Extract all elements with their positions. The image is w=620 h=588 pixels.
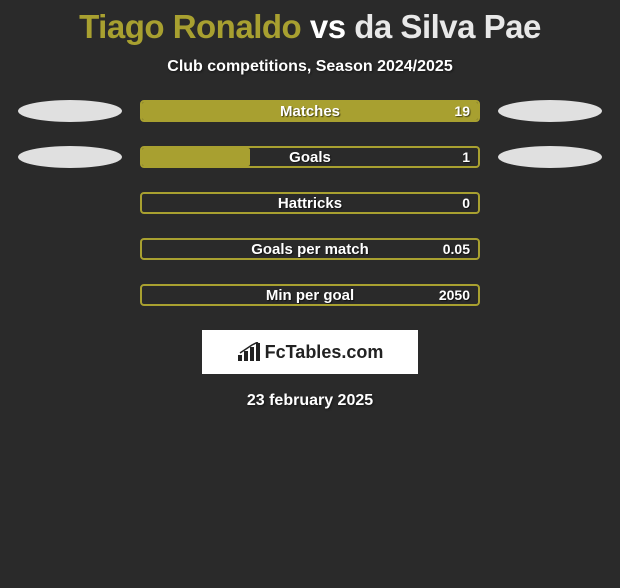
left-ellipse: [18, 100, 122, 122]
right-ellipse: [498, 100, 602, 122]
stat-label: Min per goal: [142, 286, 478, 304]
left-ellipse: [18, 146, 122, 168]
stat-row: Matches19: [0, 100, 620, 122]
page-title: Tiago Ronaldo vs da Silva Pae: [0, 8, 620, 46]
stat-bar: Hattricks0: [140, 192, 480, 214]
stat-row: Hattricks0: [0, 192, 620, 214]
subtitle: Club competitions, Season 2024/2025: [0, 58, 620, 76]
date-text: 23 february 2025: [0, 392, 620, 410]
stat-value: 2050: [439, 286, 470, 304]
stat-label: Hattricks: [142, 194, 478, 212]
stat-label: Goals per match: [142, 240, 478, 258]
stat-value: 1: [462, 148, 470, 166]
title-connector: vs: [310, 8, 346, 45]
right-ellipse: [498, 146, 602, 168]
bar-chart-icon: [237, 342, 261, 362]
brand-text: FcTables.com: [265, 342, 384, 363]
stat-bar: Min per goal2050: [140, 284, 480, 306]
stat-value: 19: [454, 102, 470, 120]
stat-bar: Goals1: [140, 146, 480, 168]
stat-bar: Matches19: [140, 100, 480, 122]
title-player2: da Silva Pae: [354, 8, 541, 45]
stat-row: Goals per match0.05: [0, 238, 620, 260]
stat-value: 0: [462, 194, 470, 212]
stat-label: Goals: [142, 148, 478, 166]
stat-value: 0.05: [443, 240, 470, 258]
title-player1: Tiago Ronaldo: [79, 8, 301, 45]
stat-label: Matches: [142, 102, 478, 120]
stat-row: Min per goal2050: [0, 284, 620, 306]
stat-rows: Matches19 Goals1 Hattricks0 Goals per match…: [0, 100, 620, 306]
stat-bar: Goals per match0.05: [140, 238, 480, 260]
brand-box: FcTables.com: [202, 330, 418, 374]
stat-row: Goals1: [0, 146, 620, 168]
